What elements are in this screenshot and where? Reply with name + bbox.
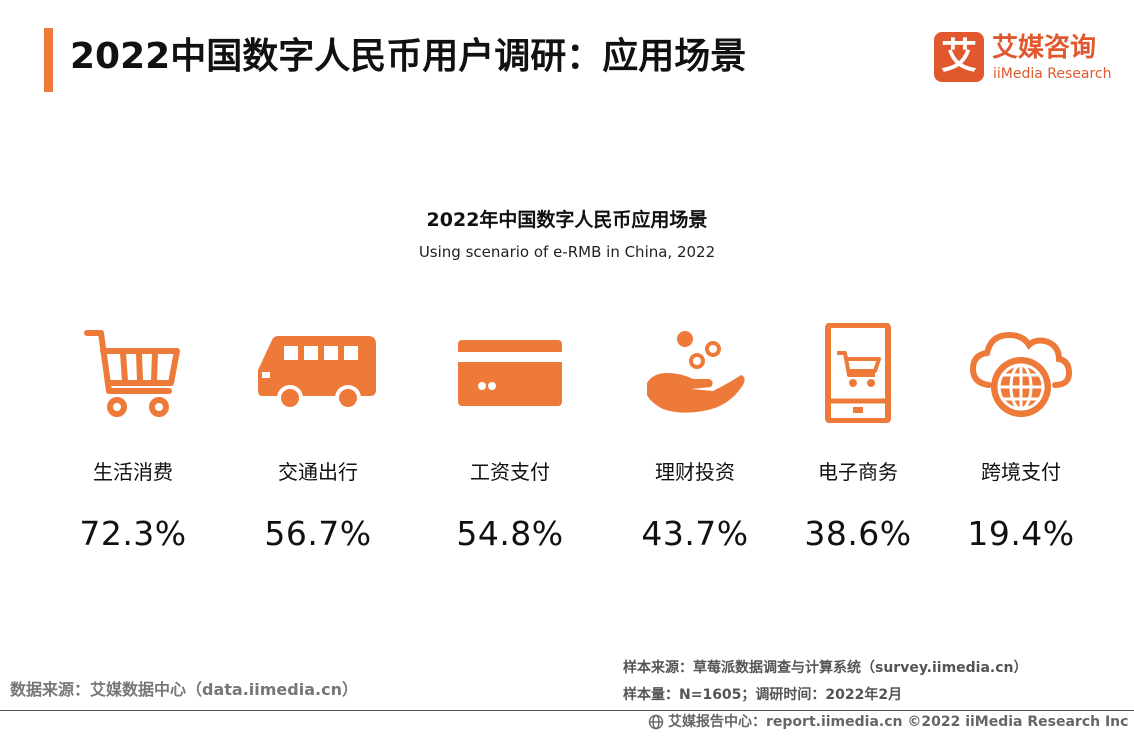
chart-subtitle: Using scenario of e-RMB in China, 2022 xyxy=(418,243,716,261)
scenario-item: 电子商务 38.6% xyxy=(768,318,948,554)
footer-divider xyxy=(0,710,1134,711)
bus-icon xyxy=(258,336,376,411)
cloud-globe-icon xyxy=(969,331,1073,417)
scenario-label: 理财投资 xyxy=(655,460,735,484)
scenario-label: 跨境支付 xyxy=(981,460,1061,484)
page-title: 2022中国数字人民币用户调研：应用场景 xyxy=(70,36,747,77)
scenario-item: 理财投资 43.7% xyxy=(605,318,785,554)
sample-source: 样本来源：草莓派数据调查与计算系统（survey.iimedia.cn） xyxy=(623,660,1028,676)
data-source: 数据来源：艾媒数据中心（data.iimedia.cn） xyxy=(10,680,358,699)
iimedia-logo: 艾 艾媒咨询 iiMedia Research xyxy=(934,32,1114,86)
scenario-value: 19.4% xyxy=(967,514,1075,553)
scenario-value: 43.7% xyxy=(641,514,749,553)
scenario-label: 电子商务 xyxy=(818,460,898,484)
logo-en-text: iiMedia Research xyxy=(993,66,1112,82)
sample-size: 样本量：N=1605；调研时间：2022年2月 xyxy=(623,687,903,703)
footer-copyright: 艾媒报告中心：report.iimedia.cn ©2022 iiMedia R… xyxy=(648,712,1128,732)
scenario-item: 交通出行 56.7% xyxy=(228,318,408,554)
credit-card-icon xyxy=(458,340,562,406)
logo-mark: 艾 xyxy=(934,32,984,82)
scenario-item: 工资支付 54.8% xyxy=(420,318,600,554)
title-accent-bar xyxy=(44,28,53,92)
scenario-value: 56.7% xyxy=(264,514,372,553)
scenario-label: 工资支付 xyxy=(470,460,550,484)
scenario-item: 跨境支付 19.4% xyxy=(931,318,1111,554)
logo-cn-text: 艾媒咨询 xyxy=(992,33,1097,63)
scenario-label: 交通出行 xyxy=(278,460,358,484)
hand-coins-icon xyxy=(647,331,745,413)
shopping-cart-icon xyxy=(84,330,180,417)
scenario-label: 生活消费 xyxy=(93,460,173,484)
chart-title: 2022年中国数字人民币应用场景 xyxy=(426,209,708,231)
phone-cart-icon xyxy=(825,323,891,423)
scenario-value: 72.3% xyxy=(79,514,187,553)
scenario-value: 54.8% xyxy=(456,514,564,553)
globe-icon xyxy=(648,714,664,730)
scenario-value: 38.6% xyxy=(804,514,912,553)
scenario-item: 生活消费 72.3% xyxy=(43,318,223,554)
copyright-text: 艾媒报告中心：report.iimedia.cn ©2022 iiMedia R… xyxy=(668,714,1129,730)
